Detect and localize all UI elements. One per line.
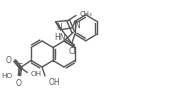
- Text: Cl: Cl: [68, 47, 76, 56]
- Text: OH: OH: [30, 70, 41, 76]
- Text: HO: HO: [1, 73, 13, 79]
- Text: N: N: [57, 23, 62, 32]
- Text: OH: OH: [49, 78, 61, 87]
- Text: N: N: [74, 21, 80, 30]
- Text: S: S: [18, 63, 23, 72]
- Text: O: O: [15, 79, 21, 89]
- Text: O: O: [6, 56, 12, 65]
- Text: CH₃: CH₃: [80, 11, 93, 17]
- Text: HN: HN: [54, 33, 65, 42]
